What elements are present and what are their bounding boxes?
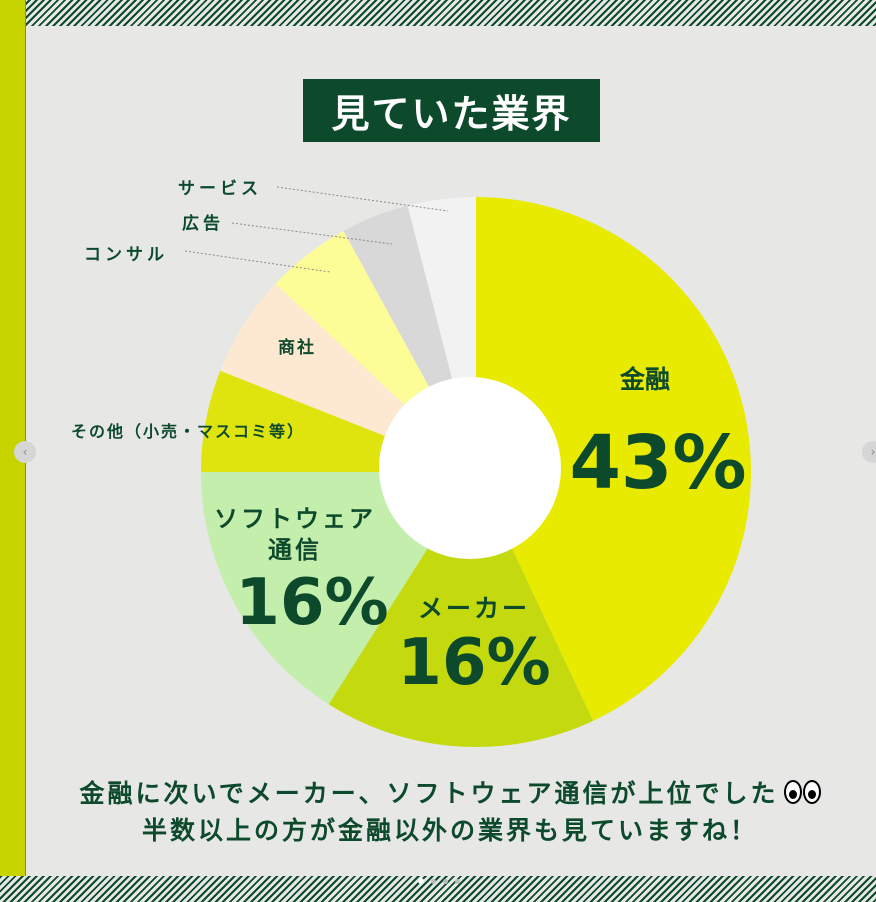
page-dot[interactable]: [443, 878, 448, 884]
maker-percent: 16%: [397, 626, 550, 700]
caption-line-1: 金融に次いでメーカー、ソフトウェア通信が上位でした: [30, 774, 870, 810]
page-title-text: 見ていた業界: [331, 92, 572, 136]
eyes-emoji-icon: [783, 780, 821, 810]
finance-percent: 43%: [569, 420, 746, 506]
consulting-label: コンサル: [84, 245, 168, 265]
trading-label: 商社: [278, 337, 316, 358]
page-dot[interactable]: [455, 878, 460, 884]
donut-hole: [379, 377, 561, 559]
other-label: その他（小売・マスコミ等）: [71, 422, 305, 441]
carousel-page-indicator: [418, 878, 460, 884]
pie-slice-2: [328, 472, 594, 747]
maker-label: メーカー: [418, 594, 530, 623]
service-label: サービス: [178, 179, 262, 199]
caption-line-1-text: 金融に次いでメーカー、ソフトウェア通信が上位でした: [79, 779, 779, 808]
advertising-leader-line: [231, 222, 393, 245]
software-percent: 16%: [235, 566, 388, 640]
caption-line-2: 半数以上の方が金融以外の業界も見ていますね！: [30, 811, 870, 847]
software-label-line2: 通信: [268, 536, 322, 564]
bottom-stripe-border: [0, 876, 876, 902]
service-leader-line: [276, 186, 449, 212]
page-title: 見ていた業界: [303, 79, 600, 142]
pie-slice-1: [476, 197, 751, 721]
top-stripe-border: [0, 0, 876, 26]
finance-label: 金融: [619, 365, 670, 394]
advertising-label: 広告: [182, 213, 224, 234]
consulting-leader-line: [184, 250, 331, 273]
next-arrow-icon[interactable]: ›: [862, 441, 876, 463]
page-dot-active[interactable]: [418, 878, 424, 884]
page-dot[interactable]: [431, 878, 436, 884]
caption-line-2-text: 半数以上の方が金融以外の業界も見ていますね！: [141, 816, 758, 845]
software-label-line1: ソフトウェア: [214, 505, 376, 533]
previous-arrow-icon[interactable]: ‹: [14, 441, 36, 463]
